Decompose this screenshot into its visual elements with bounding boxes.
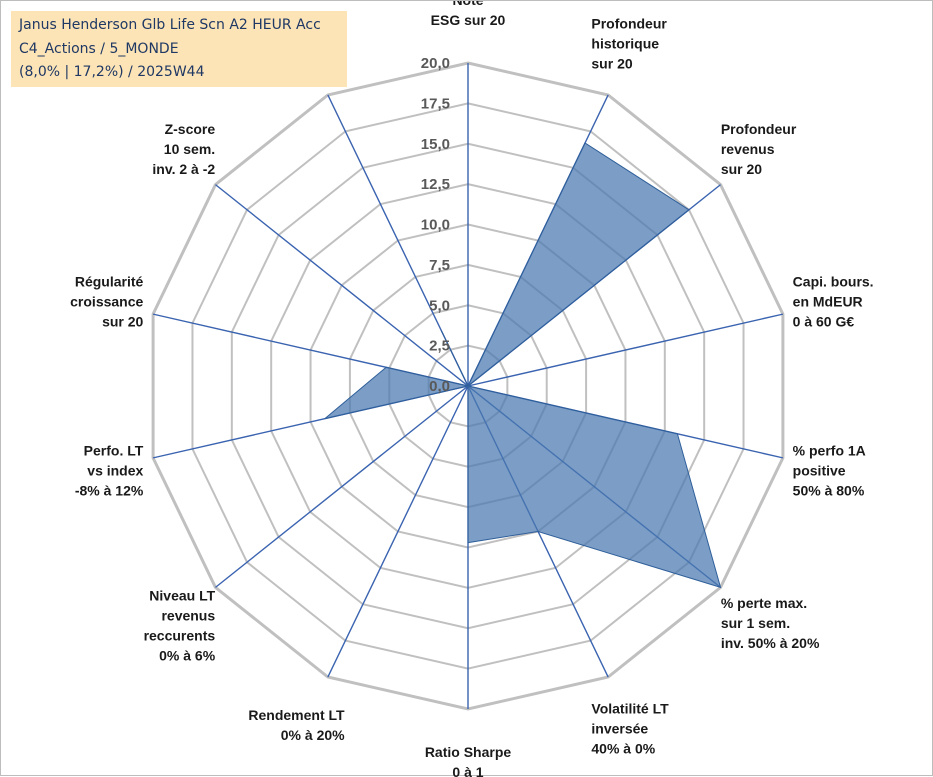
axis-category-label: Volatilité LT inversée 40% à 0% xyxy=(591,700,669,756)
axis-label-line: Profondeur xyxy=(721,121,797,137)
axis-category-label: Perfo. LT vs index -8% à 12% xyxy=(75,443,144,499)
axis-label-line: -8% à 12% xyxy=(75,483,144,499)
axis-category-label: Régularité croissance sur 20 xyxy=(70,273,143,329)
axis-category-label: Profondeur historique sur 20 xyxy=(591,16,667,72)
axis-label-line: sur 1 sem. xyxy=(721,615,790,631)
chart-title-fund: Janus Henderson Glb Life Scn A2 HEUR Acc xyxy=(19,17,321,33)
axis-category-label: Profondeur revenus sur 20 xyxy=(721,121,797,177)
axis-label-line: 0 à 60 G€ xyxy=(793,313,855,329)
axis-label-line: croissance xyxy=(70,293,143,309)
chart-title-stats: (8,0% | 17,2%) / 2025W44 xyxy=(19,64,205,80)
axis-label-line: 0% à 20% xyxy=(281,727,345,743)
axis-category-label: % perfo 1A positive 50% à 80% xyxy=(793,443,866,499)
axis-label-line: revenus xyxy=(161,607,215,623)
axis-category-label: Rendement LT 0% à 20% xyxy=(248,707,345,743)
tick-layer: 0,0 2,5 5,0 7,5 10,0 12,5 15,0 17,5 20,0 xyxy=(421,55,450,395)
axis-category-label: % perte max. sur 1 sem. inv. 50% à 20% xyxy=(721,595,820,651)
axis-label-line: vs index xyxy=(87,463,143,479)
radial-tick-label: 10,0 xyxy=(421,217,450,234)
radial-tick-label: 0,0 xyxy=(429,378,450,395)
axis-label-line: Perfo. LT xyxy=(84,443,144,459)
axis-label-line: 40% à 0% xyxy=(591,740,655,756)
label-layer: Note ESG sur 20 Profondeur historique sur 20… xyxy=(70,1,873,777)
axis-label-line: Régularité xyxy=(75,273,144,289)
radial-tick-label: 5,0 xyxy=(429,297,450,314)
axis-label-line: Profondeur xyxy=(591,16,667,32)
axis-label-line: Z-score xyxy=(165,121,216,137)
axis-label-line: Ratio Sharpe xyxy=(425,744,512,760)
axis-spoke xyxy=(327,385,469,678)
axis-label-line: % perfo 1A xyxy=(793,443,866,459)
axis-label-line: 50% à 80% xyxy=(793,483,865,499)
axis-label-line: ESG sur 20 xyxy=(431,12,506,28)
axis-category-label: Niveau LT revenus reccurents 0% à 6% xyxy=(144,587,216,663)
axis-spoke xyxy=(215,184,469,387)
axis-label-line: positive xyxy=(793,463,846,479)
chart-title-category: C4_Actions / 5_MONDE xyxy=(19,41,179,57)
axis-label-line: 0% à 6% xyxy=(159,647,216,663)
radial-tick-label: 12,5 xyxy=(421,176,450,193)
axis-label-line: sur 20 xyxy=(102,313,143,329)
axis-category-label: Ratio Sharpe 0 à 1 xyxy=(425,744,512,777)
axis-label-line: sur 20 xyxy=(591,56,632,72)
axis-label-line: sur 20 xyxy=(721,161,762,177)
axis-label-line: Note xyxy=(452,1,483,8)
axis-category-label: Capi. bours. en MdEUR 0 à 60 G€ xyxy=(793,273,874,329)
axis-category-label: Z-score 10 sem. inv. 2 à -2 xyxy=(152,121,215,177)
axis-label-line: 10 sem. xyxy=(164,141,215,157)
axis-label-line: inv. 2 à -2 xyxy=(152,161,215,177)
axis-label-line: revenus xyxy=(721,141,775,157)
radial-tick-label: 15,0 xyxy=(421,136,450,153)
axis-label-line: Volatilité LT xyxy=(591,700,669,716)
radial-tick-label: 20,0 xyxy=(421,55,450,72)
radial-tick-label: 2,5 xyxy=(429,338,450,355)
axis-label-line: Capi. bours. xyxy=(793,273,874,289)
radial-tick-label: 7,5 xyxy=(429,257,450,274)
axis-category-label: Note ESG sur 20 xyxy=(431,1,506,28)
axis-label-line: reccurents xyxy=(144,627,216,643)
axis-label-line: Rendement LT xyxy=(248,707,345,723)
series-area xyxy=(324,142,722,589)
axis-spoke xyxy=(215,385,469,588)
axis-label-line: % perte max. xyxy=(721,595,807,611)
series-layer xyxy=(324,142,722,589)
radial-tick-label: 17,5 xyxy=(421,95,450,112)
axis-label-line: en MdEUR xyxy=(793,293,863,309)
axis-label-line: 0 à 1 xyxy=(452,764,483,777)
axis-label-line: historique xyxy=(591,36,659,52)
chart-title-box: Janus Henderson Glb Life Scn A2 HEUR Acc… xyxy=(11,11,347,87)
axis-spoke xyxy=(467,313,784,387)
axis-label-line: Niveau LT xyxy=(149,587,215,603)
axis-label-line: inversée xyxy=(591,720,648,736)
axis-label-line: inv. 50% à 20% xyxy=(721,635,820,651)
